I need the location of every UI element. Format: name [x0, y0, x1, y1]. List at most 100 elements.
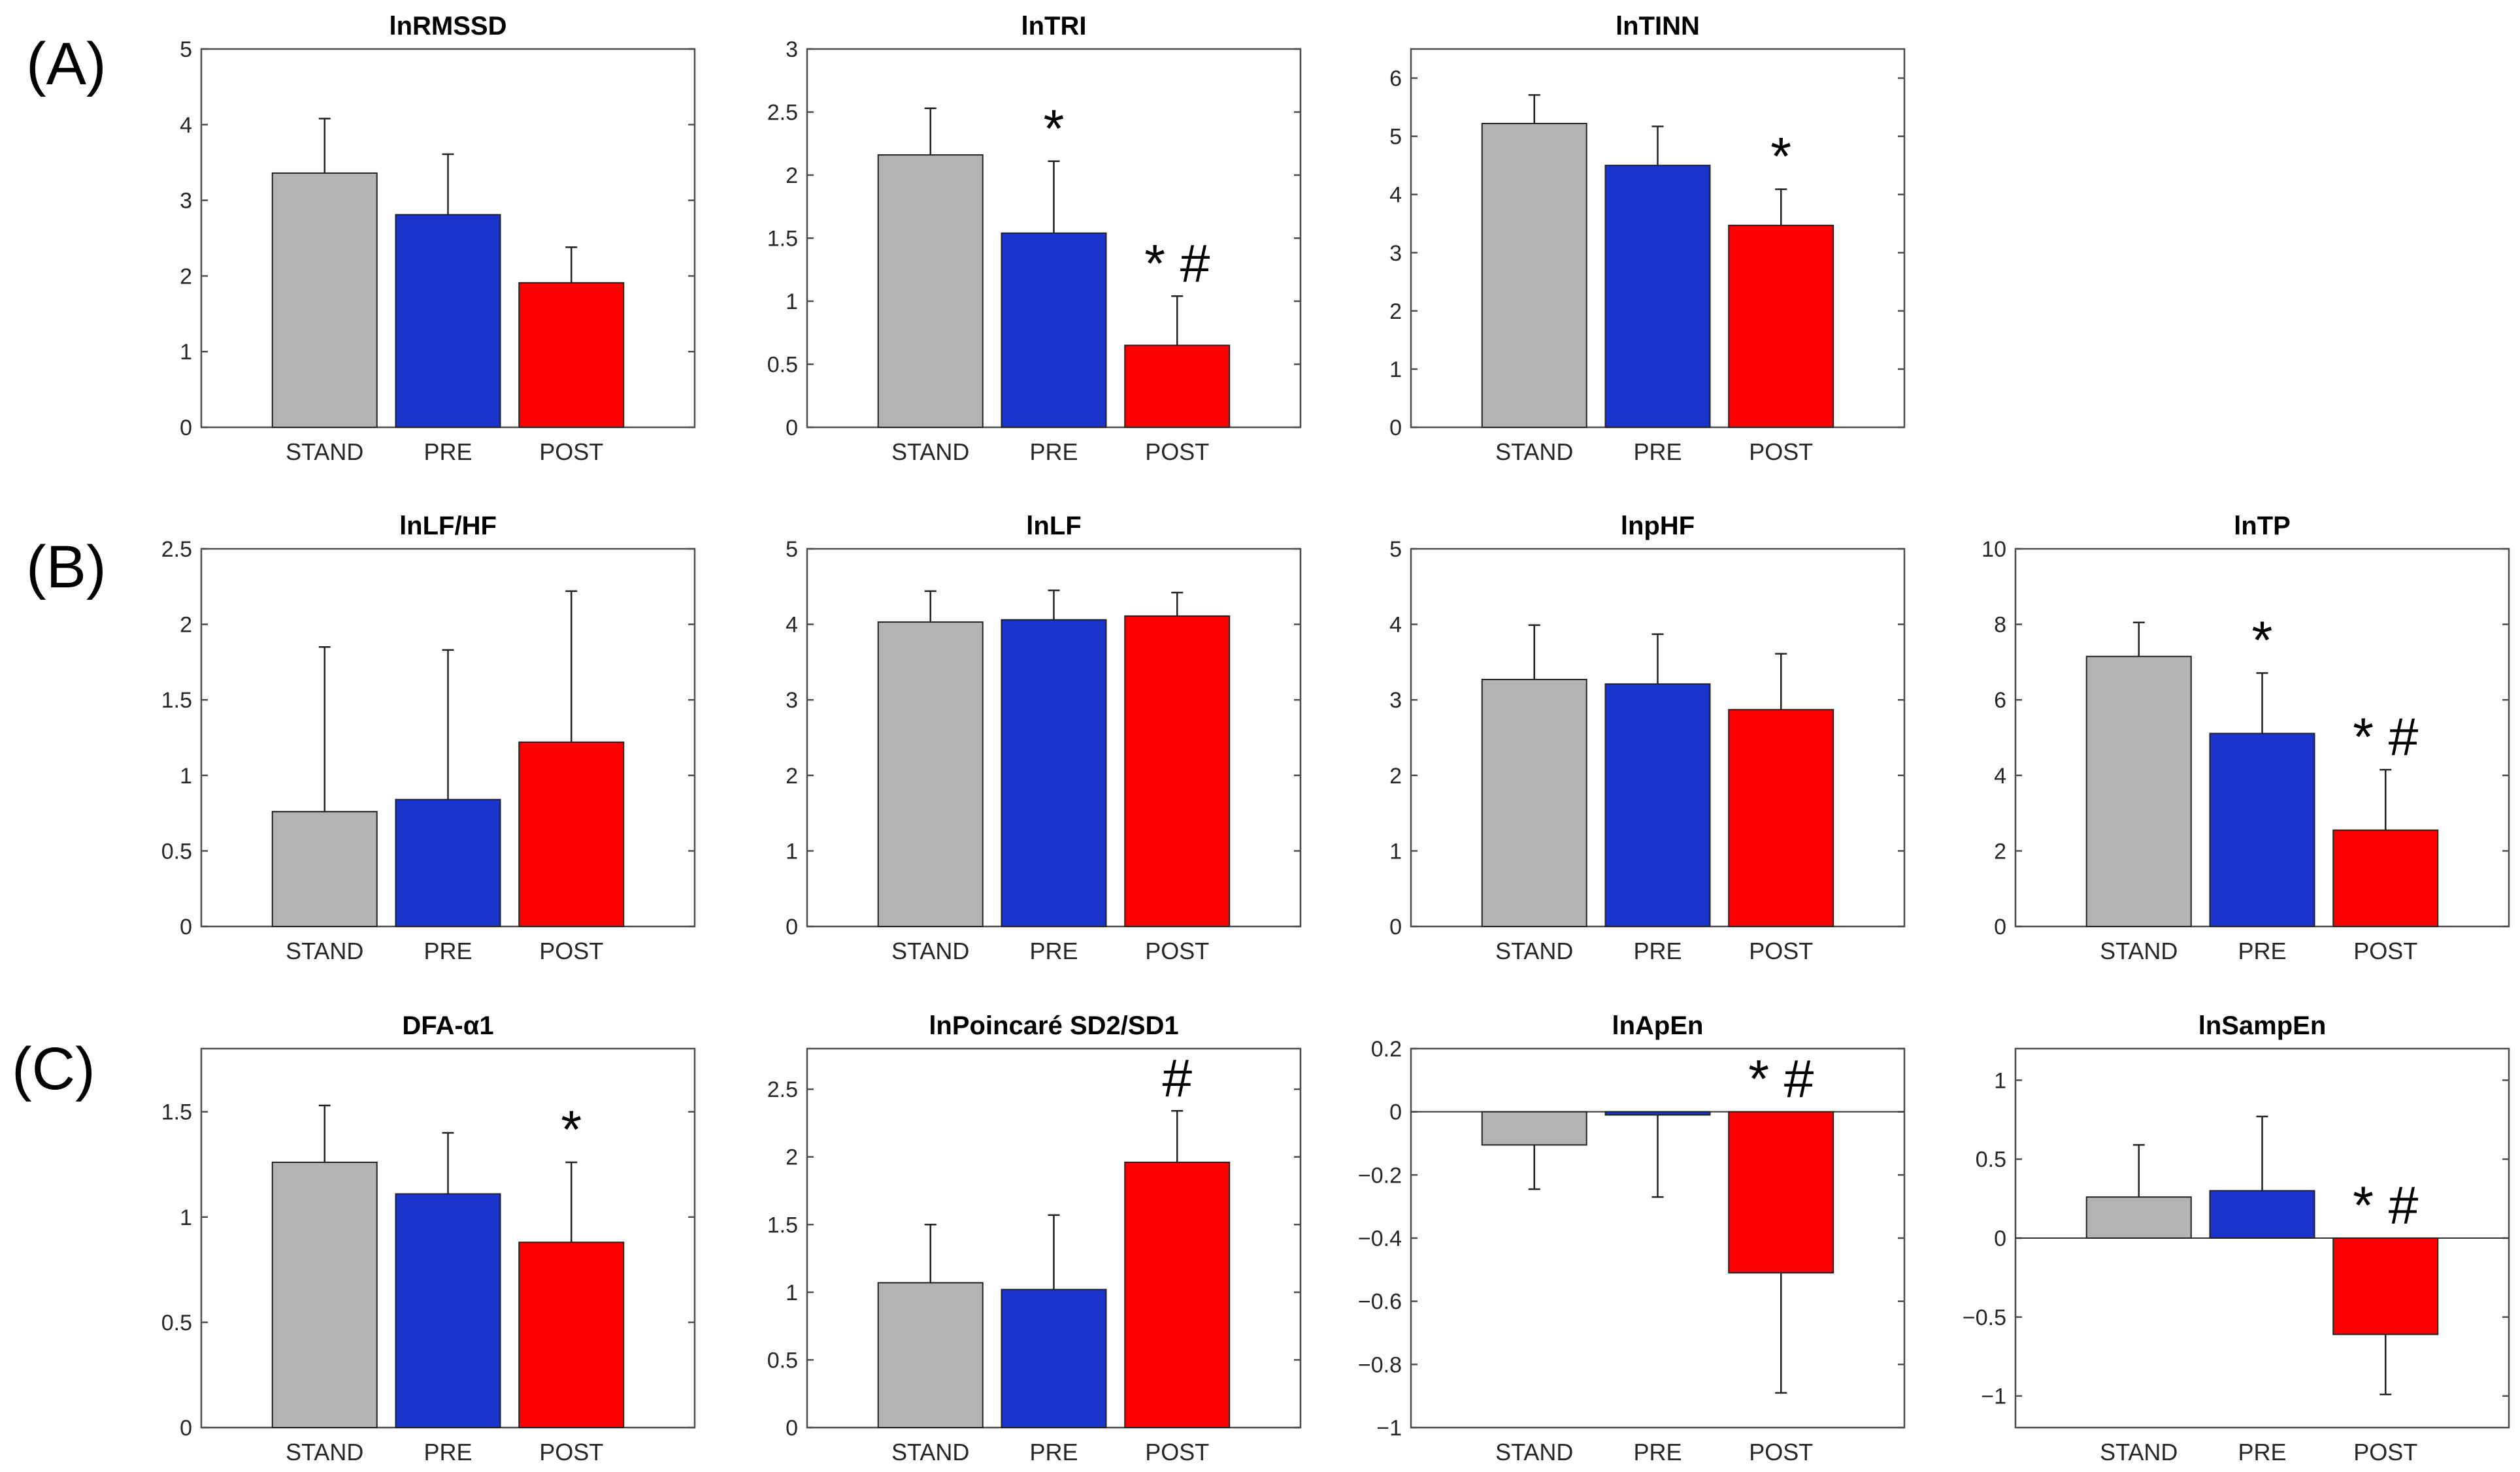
- x-tick-label: STAND: [286, 938, 363, 964]
- y-tick-label: 5: [1389, 125, 1402, 150]
- chart-panel-2: 00.511.522.53STAND PRE*POST* #lnTRI: [767, 12, 1301, 465]
- figure-canvas: 012345STAND PRE POSTlnRMSSD00.511.522.53ST…: [0, 0, 2520, 1472]
- chart-title: lnPoincaré SD2/SD1: [929, 1011, 1178, 1040]
- y-tick-label: 0: [1389, 416, 1402, 440]
- bar-stand: [2087, 1197, 2191, 1238]
- x-tick-label: POST: [1145, 938, 1209, 964]
- y-tick-label: 2: [786, 163, 798, 188]
- y-tick-label: 3: [786, 688, 798, 713]
- y-tick-label: 1.5: [161, 1100, 192, 1125]
- x-tick-label: PRE: [423, 938, 472, 964]
- x-tick-label: POST: [539, 438, 603, 465]
- bar-pre: [2210, 1191, 2315, 1239]
- chart-panel-11: −1−0.500.51STAND PRE POST* #lnSampEn: [1963, 1011, 2509, 1465]
- y-tick-label: 1.5: [767, 1213, 798, 1237]
- bar-stand: [1482, 1112, 1587, 1145]
- x-tick-label: POST: [1145, 1439, 1209, 1465]
- significance-marker: *: [561, 1100, 582, 1160]
- chart-panel-1: 012345STAND PRE POSTlnRMSSD: [180, 12, 695, 465]
- y-tick-label: 0: [786, 1416, 798, 1441]
- y-tick-label: 1: [180, 764, 192, 789]
- chart-title: DFA-α1: [402, 1011, 493, 1040]
- y-tick-label: 0.5: [767, 353, 798, 378]
- y-tick-label: 5: [786, 537, 798, 562]
- y-tick-label: 1: [786, 839, 798, 864]
- significance-marker: #: [1162, 1049, 1192, 1108]
- bar-pre: [396, 1194, 501, 1428]
- y-tick-label: 2: [786, 764, 798, 789]
- x-tick-label: STAND: [1495, 938, 1573, 964]
- chart-panel-5: 012345STAND PRE POSTlnLF: [786, 512, 1301, 964]
- bar-stand: [878, 622, 983, 926]
- bar-pre: [1002, 233, 1106, 427]
- x-tick-label: STAND: [2100, 1439, 2178, 1465]
- x-tick-label: POST: [1749, 938, 1813, 964]
- y-tick-label: 4: [180, 113, 192, 138]
- x-tick-label: PRE: [2238, 1439, 2286, 1465]
- chart-title: lnTRI: [1021, 12, 1087, 41]
- y-tick-label: 6: [1389, 67, 1402, 91]
- y-tick-label: 0.2: [1371, 1037, 1402, 1062]
- bar-stand: [1482, 123, 1587, 427]
- y-tick-label: 1: [1994, 1068, 2006, 1093]
- y-tick-label: 0: [1389, 915, 1402, 940]
- y-tick-label: 1: [1389, 839, 1402, 864]
- y-tick-label: 2: [1389, 764, 1402, 789]
- y-tick-label: 2: [1994, 839, 2006, 864]
- y-tick-label: 6: [1994, 688, 2006, 713]
- bar-stand: [273, 173, 377, 427]
- bar-stand: [2087, 657, 2191, 926]
- y-tick-label: 2.5: [767, 101, 798, 125]
- significance-marker: *: [1044, 99, 1065, 159]
- y-tick-label: 5: [180, 37, 192, 62]
- bar-post: [519, 283, 623, 427]
- y-tick-label: 1.5: [161, 688, 192, 713]
- y-tick-label: 2: [1389, 299, 1402, 324]
- y-tick-label: 2: [180, 264, 192, 289]
- x-tick-label: PRE: [1029, 438, 1078, 465]
- bar-post: [519, 742, 623, 926]
- bar-pre: [1002, 620, 1106, 926]
- chart-panel-9: 00.511.522.5STAND PRE POST#lnPoincaré SD2/…: [767, 1011, 1301, 1465]
- y-tick-label: 2: [786, 1145, 798, 1170]
- chart-panel-4: 0 0.5 1 1.5 2 2.5 STAND PRE POST lnLF/HF: [161, 512, 695, 964]
- chart-title: lnTP: [2234, 512, 2291, 540]
- y-tick-label: 0: [786, 915, 798, 940]
- chart-title: lnLF: [1026, 512, 1081, 540]
- y-tick-label: 8: [1994, 613, 2006, 638]
- x-tick-label: POST: [539, 1439, 603, 1465]
- y-tick-label: 5: [1389, 537, 1402, 562]
- chart-panel-10: −1−0.8−0.6−0.4−0.200.2STAND PRE POST* #lnA…: [1358, 1011, 1904, 1465]
- bar-pre: [2210, 734, 2315, 926]
- chart-panel-8: 00.511.5STAND PRE POST*DFA-α1: [161, 1011, 695, 1465]
- bar-stand: [878, 1283, 983, 1428]
- x-tick-label: STAND: [891, 1439, 969, 1465]
- chart-panel-3: 0 1 2 3 4 5 6 STAND PRE POST * lnTINN: [1389, 12, 1904, 465]
- y-tick-label: 10: [1981, 537, 2006, 562]
- y-tick-label: −1: [1981, 1384, 2006, 1409]
- y-tick-label: 0.5: [767, 1348, 798, 1373]
- bar-pre: [396, 215, 501, 427]
- y-tick-label: −0.8: [1358, 1352, 1402, 1377]
- bar-post: [2333, 830, 2438, 926]
- chart-panel-6: 012345STAND PRE POSTlnpHF: [1389, 512, 1904, 964]
- y-tick-label: 4: [1994, 764, 2006, 789]
- x-tick-label: PRE: [1633, 1439, 1682, 1465]
- y-tick-label: 3: [1389, 241, 1402, 266]
- x-tick-label: STAND: [286, 1439, 363, 1465]
- significance-marker: * #: [2353, 708, 2419, 767]
- bar-post: [1125, 1162, 1229, 1428]
- y-tick-label: 1: [786, 289, 798, 314]
- y-tick-label: 1: [180, 340, 192, 365]
- y-tick-label: 2.5: [767, 1077, 798, 1102]
- bar-pre: [1606, 684, 1710, 926]
- y-tick-label: 0.5: [161, 1311, 192, 1335]
- x-tick-label: PRE: [1029, 1439, 1078, 1465]
- x-tick-label: POST: [2353, 938, 2417, 964]
- y-tick-label: 3: [786, 37, 798, 62]
- y-tick-label: 1.5: [767, 227, 798, 252]
- x-tick-label: POST: [1749, 1439, 1813, 1465]
- y-tick-label: 2.5: [161, 537, 192, 562]
- bar-stand: [273, 811, 377, 926]
- bar-post: [1729, 1112, 1833, 1273]
